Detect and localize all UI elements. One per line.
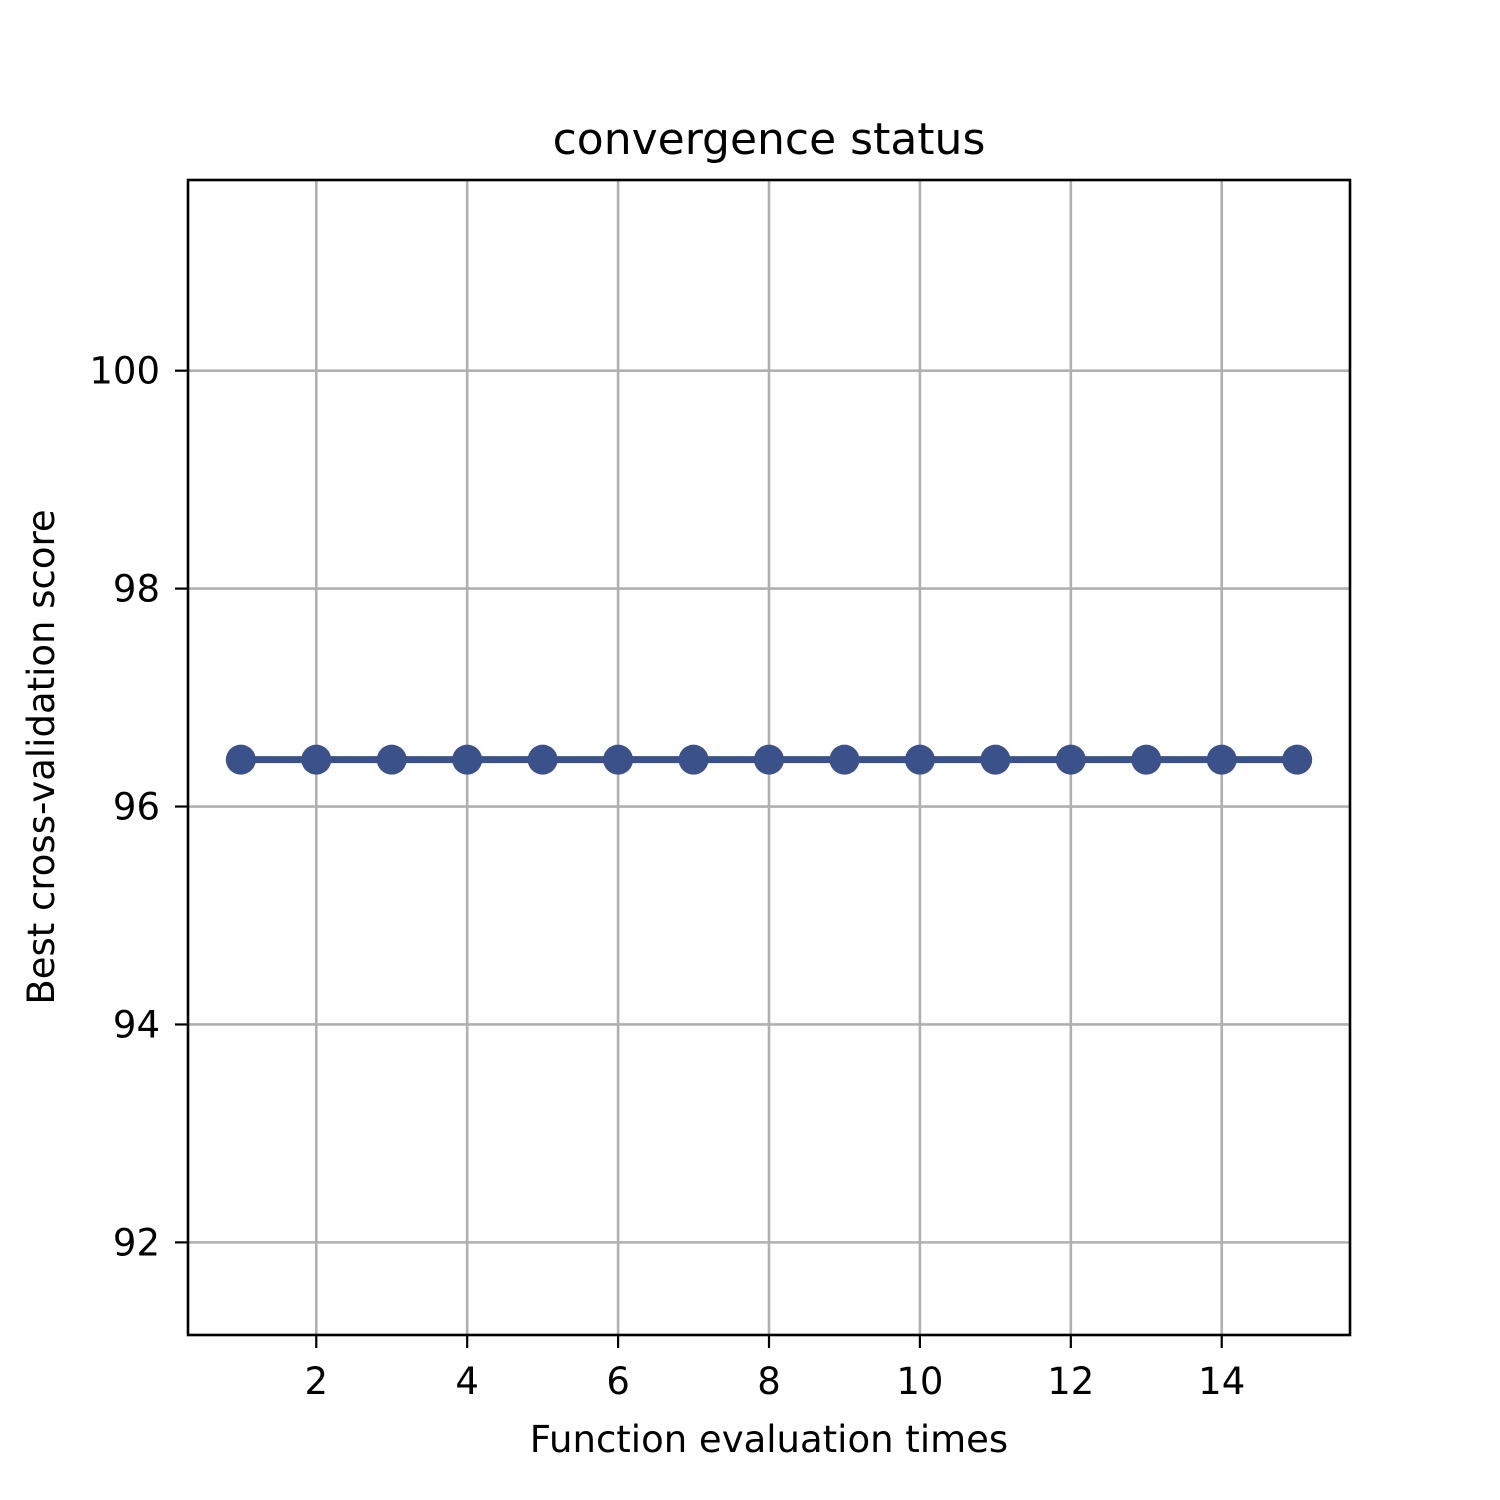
data-point (829, 744, 860, 775)
data-point (376, 744, 407, 775)
y-tick-label: 96 (113, 786, 160, 829)
x-tick-label: 10 (896, 1360, 943, 1403)
data-point (301, 744, 332, 775)
x-tick-label: 8 (757, 1360, 781, 1403)
axis-ticks: 2 4 6 8 10 12 14 92 94 96 98 100 (89, 350, 1245, 1403)
data-point (225, 744, 256, 775)
series-layer (225, 744, 1313, 775)
data-point (527, 744, 558, 775)
x-tick-label: 6 (606, 1360, 630, 1403)
x-tick-label: 4 (455, 1360, 479, 1403)
y-tick-label: 98 (113, 568, 160, 611)
x-tick-label: 12 (1047, 1360, 1094, 1403)
y-tick-label: 92 (113, 1221, 160, 1264)
data-point (1282, 744, 1313, 775)
x-axis-label: Function evaluation times (530, 1418, 1008, 1461)
y-axis-label: Best cross-validation score (20, 509, 63, 1004)
data-point (980, 744, 1011, 775)
data-point (1206, 744, 1237, 775)
data-point (678, 744, 709, 775)
data-point (754, 744, 784, 775)
data-point (603, 744, 634, 775)
x-tick-label: 2 (304, 1360, 328, 1403)
y-tick-label: 94 (113, 1003, 160, 1046)
data-point (1131, 744, 1162, 775)
data-point (1055, 744, 1086, 775)
data-point (904, 744, 935, 775)
y-tick-label: 100 (89, 350, 160, 393)
data-point (452, 744, 483, 775)
x-tick-label: 14 (1198, 1360, 1245, 1403)
chart-title: convergence status (553, 114, 986, 165)
